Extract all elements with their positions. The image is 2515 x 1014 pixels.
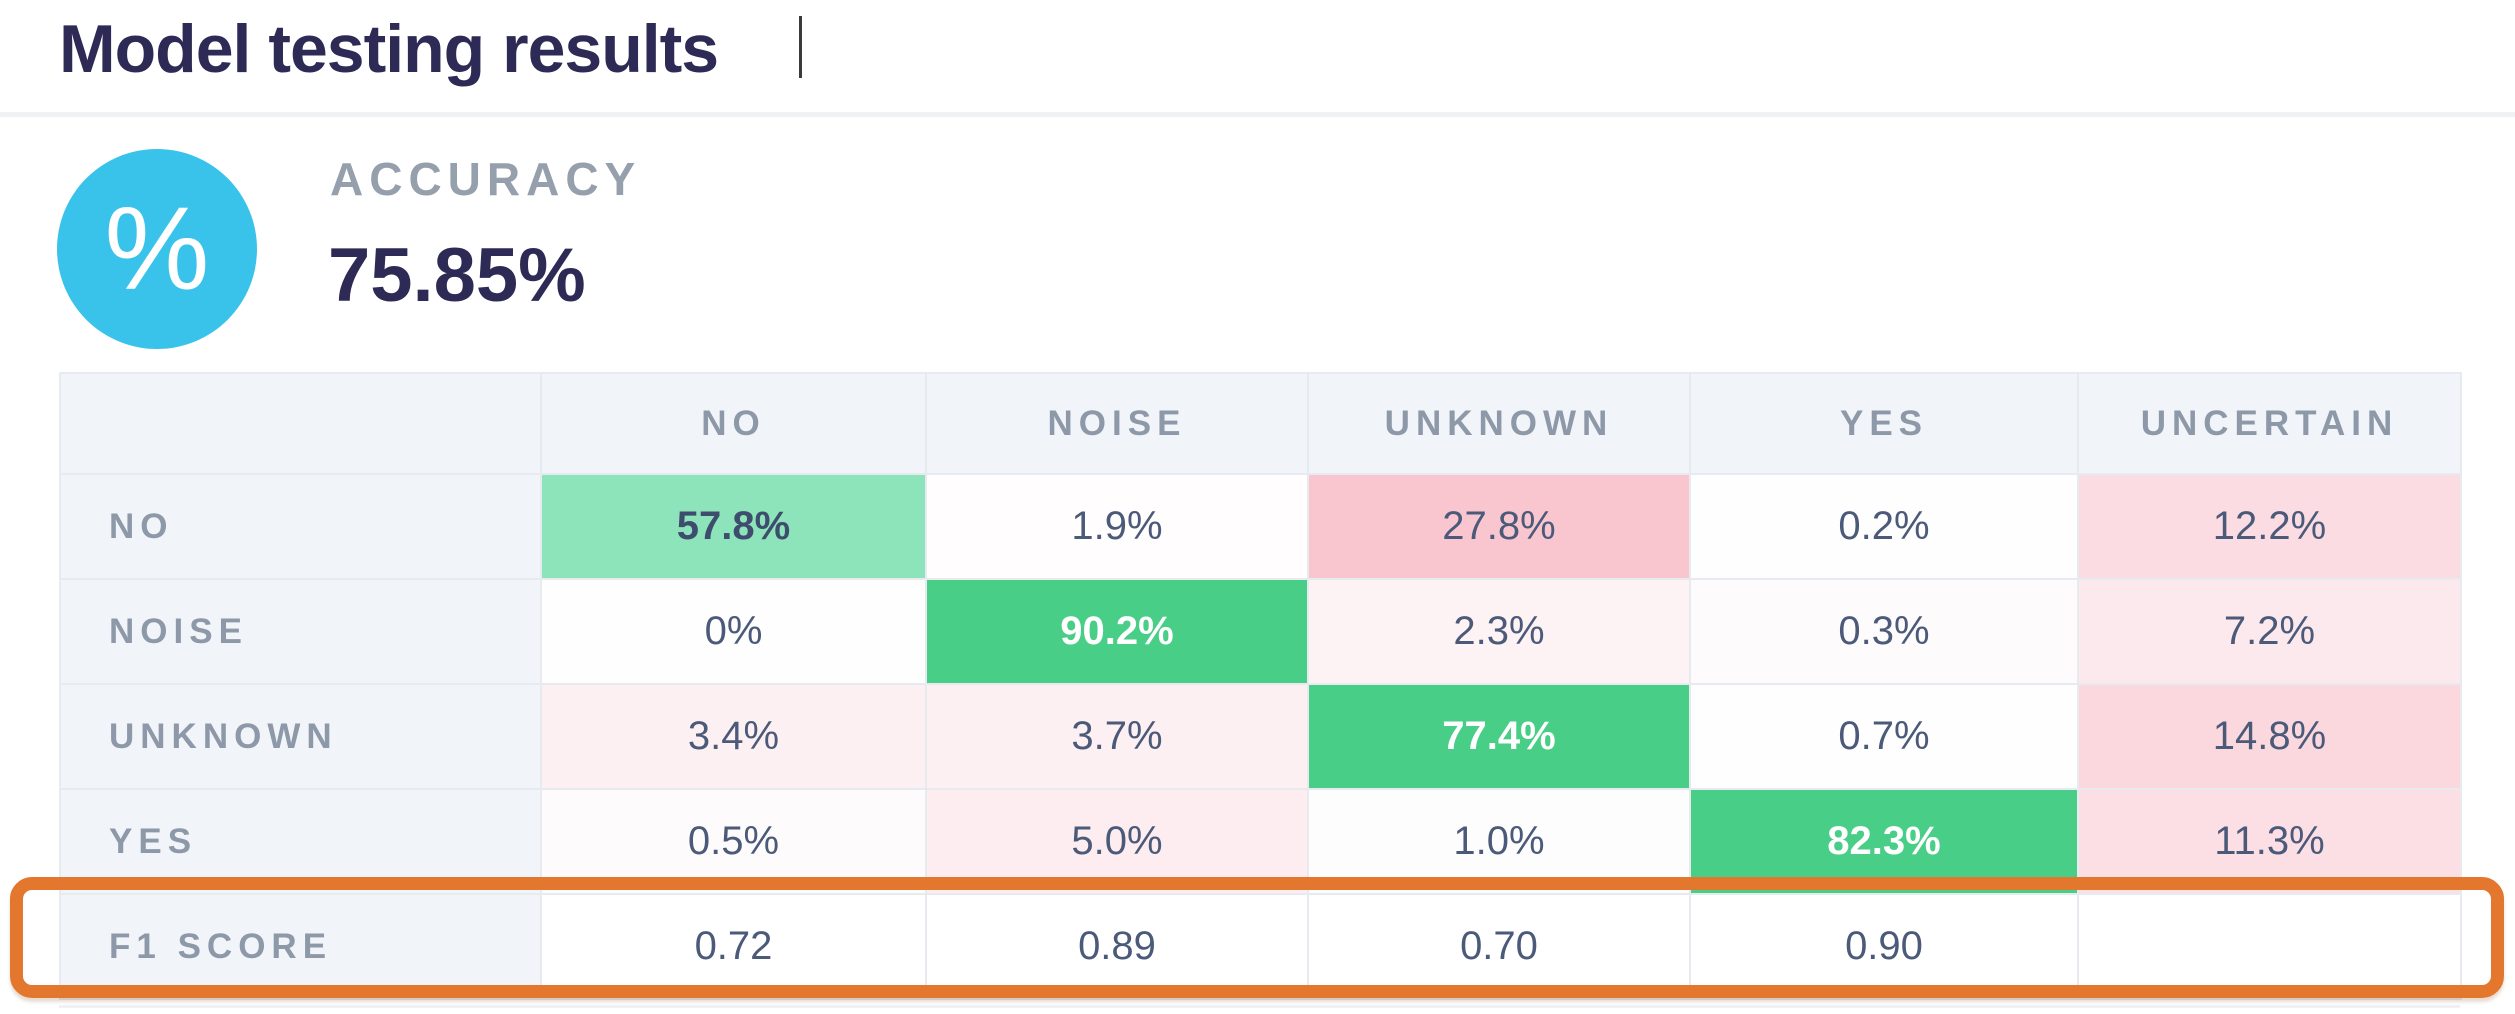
matrix-cell: 0.7% [1691, 685, 2079, 790]
matrix-col-header: NO [542, 374, 927, 475]
percent-icon: % [57, 149, 257, 349]
matrix-cell: 1.0% [1309, 790, 1691, 895]
matrix-col-header: UNKNOWN [1309, 374, 1691, 475]
matrix-row-label: UNKNOWN [61, 685, 542, 790]
matrix-cell: 0% [542, 580, 927, 685]
matrix-cell: 7.2% [2079, 580, 2462, 685]
matrix-cell: 0.89 [927, 895, 1309, 1000]
matrix-cell: 82.3% [1691, 790, 2079, 895]
matrix-cell: 3.7% [927, 685, 1309, 790]
confusion-matrix: NO NOISE UNKNOWN YES UNCERTAIN NO 57.8% 1.9% 27.… [59, 372, 2462, 1000]
title-divider [0, 112, 2515, 117]
percent-icon-glyph: % [104, 183, 210, 315]
matrix-cell: 0.3% [1691, 580, 2079, 685]
page-title[interactable]: Model testing results [59, 11, 719, 87]
matrix-cell: 14.8% [2079, 685, 2462, 790]
matrix-row-label: NO [61, 475, 542, 580]
matrix-corner-cell [61, 374, 542, 475]
matrix-col-header: UNCERTAIN [2079, 374, 2462, 475]
accuracy-value: 75.85% [328, 233, 586, 318]
matrix-cell: 57.8% [542, 475, 927, 580]
matrix-cell: 90.2% [927, 580, 1309, 685]
matrix-cell: 0.70 [1309, 895, 1691, 1000]
text-cursor [799, 16, 802, 78]
accuracy-label: ACCURACY [330, 153, 642, 205]
matrix-cell: 27.8% [1309, 475, 1691, 580]
matrix-cell: 12.2% [2079, 475, 2462, 580]
matrix-cell: 5.0% [927, 790, 1309, 895]
matrix-col-header: NOISE [927, 374, 1309, 475]
matrix-cell: 1.9% [927, 475, 1309, 580]
matrix-cell: 0.2% [1691, 475, 2079, 580]
matrix-cell: 2.3% [1309, 580, 1691, 685]
matrix-cell: 11.3% [2079, 790, 2462, 895]
matrix-cell: 0.5% [542, 790, 927, 895]
matrix-cell: 3.4% [542, 685, 927, 790]
matrix-row-label: YES [61, 790, 542, 895]
table-bottom-line [59, 1005, 2460, 1008]
matrix-row-label: NOISE [61, 580, 542, 685]
matrix-cell: 0.90 [1691, 895, 2079, 1000]
matrix-cell: 77.4% [1309, 685, 1691, 790]
matrix-col-header: YES [1691, 374, 2079, 475]
matrix-cell: 0.72 [542, 895, 927, 1000]
matrix-row-label: F1 SCORE [61, 895, 542, 1000]
matrix-cell [2079, 895, 2462, 1000]
